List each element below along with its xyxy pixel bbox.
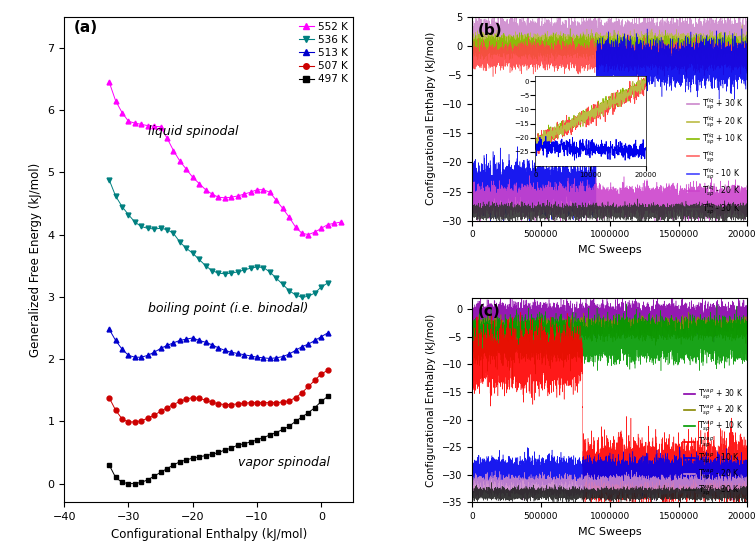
Text: (a): (a): [74, 20, 98, 35]
Legend: T$_{sp}^{liq}$ + 30 K, T$_{sp}^{liq}$ + 20 K, T$_{sp}^{liq}$ + 10 K, T$_{sp}^{li: T$_{sp}^{liq}$ + 30 K, T$_{sp}^{liq}$ + …: [687, 97, 744, 217]
X-axis label: MC Sweeps: MC Sweeps: [578, 527, 642, 537]
Legend: T$_{sp}^{vap}$ + 30 K, T$_{sp}^{vap}$ + 20 K, T$_{sp}^{vap}$ + 10 K, T$_{sp}^{va: T$_{sp}^{vap}$ + 30 K, T$_{sp}^{vap}$ + …: [684, 388, 744, 498]
Text: (c): (c): [477, 304, 501, 319]
X-axis label: MC Sweeps: MC Sweeps: [578, 245, 642, 255]
Y-axis label: Configurational Enthalpy (kJ/mol): Configurational Enthalpy (kJ/mol): [426, 314, 436, 487]
Text: (b): (b): [477, 23, 502, 38]
Y-axis label: Configurational Enthalpy (kJ/mol): Configurational Enthalpy (kJ/mol): [426, 32, 436, 205]
Y-axis label: Generalized Free Energy (kJ/mol): Generalized Free Energy (kJ/mol): [29, 162, 42, 356]
Legend: 552 K, 536 K, 513 K, 507 K, 497 K: 552 K, 536 K, 513 K, 507 K, 497 K: [298, 22, 348, 84]
X-axis label: Configurational Enthalpy (kJ/mol): Configurational Enthalpy (kJ/mol): [111, 528, 307, 541]
Text: vapor spinodal: vapor spinodal: [238, 456, 330, 469]
Text: boiling point (i.e. binodal): boiling point (i.e. binodal): [148, 302, 308, 315]
Text: liquid spinodal: liquid spinodal: [148, 125, 239, 138]
